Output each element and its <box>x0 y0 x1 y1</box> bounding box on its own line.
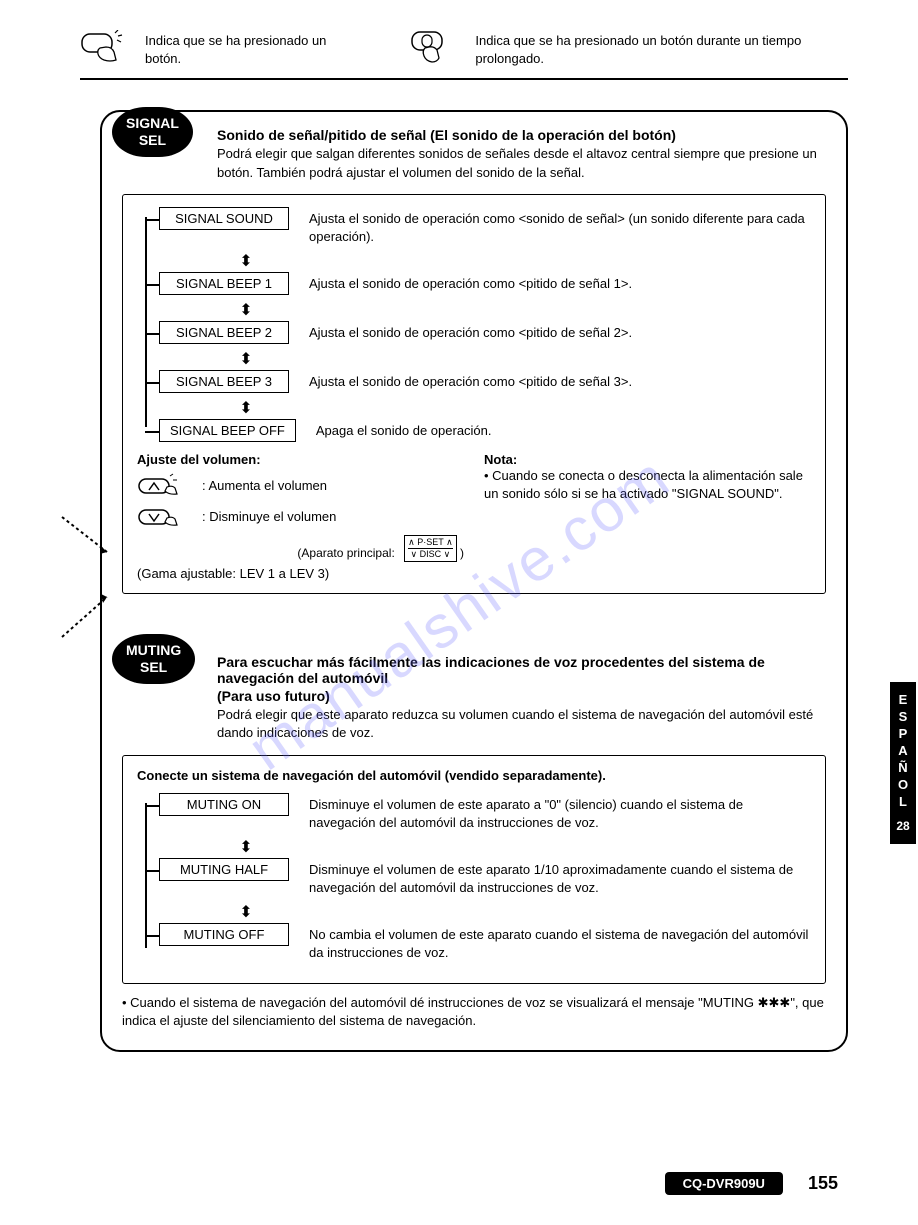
volume-down-text: : Disminuye el volumen <box>202 509 336 524</box>
opt-box: SIGNAL BEEP OFF <box>159 419 296 442</box>
muting-title: Para escuchar más fácilmente las indicac… <box>217 654 826 686</box>
volume-title: Ajuste del volumen: <box>137 452 464 467</box>
header-legend: Indica que se ha presionado un botón. In… <box>80 30 848 68</box>
aparato-label: (Aparato principal: <box>297 546 394 560</box>
muting-desc: Podrá elegir que este aparato reduzca su… <box>217 706 826 742</box>
opt-box: MUTING ON <box>159 793 289 816</box>
volume-section: Ajuste del volumen: : Aumenta el volumen <box>137 452 811 581</box>
opt-desc: Disminuye el volumen de este aparato 1/1… <box>309 858 811 897</box>
pset-top: P·SET <box>417 537 443 547</box>
main-content-box: SIGNAL SEL Sonido de señal/pitido de señ… <box>100 110 848 1052</box>
updown-arrow-icon: ⬍ <box>181 905 311 921</box>
muting-footnote: • Cuando el sistema de navegación del au… <box>122 994 826 1030</box>
opt-desc: Ajusta el sonido de operación como <piti… <box>309 370 632 391</box>
opt-desc: Ajusta el sonido de operación como <soni… <box>309 207 811 246</box>
short-press-legend: Indica que se ha presionado un botón. <box>80 30 350 68</box>
aparato-principal: (Aparato principal: ∧ P·SET ∧ ∨ DISC ∨ ) <box>137 535 464 562</box>
long-press-text: Indica que se ha presionado un botón dur… <box>475 30 848 68</box>
lang-letters: ESPAÑOL <box>894 692 912 810</box>
nota-text: • Cuando se conecta o desconecta la alim… <box>484 467 811 503</box>
volume-up-row: : Aumenta el volumen <box>137 473 464 498</box>
model-badge: CQ-DVR909U <box>665 1172 783 1195</box>
pset-box: ∧ P·SET ∧ ∨ DISC ∨ <box>404 535 457 562</box>
short-press-text: Indica que se ha presionado un botón. <box>145 30 350 68</box>
option-signal-beep-1: SIGNAL BEEP 1 Ajusta el sonido de operac… <box>159 272 811 295</box>
signal-section: SIGNAL SEL Sonido de señal/pitido de señ… <box>102 112 846 614</box>
volume-up-text: : Aumenta el volumen <box>202 478 327 493</box>
button-press-icon <box>80 30 130 65</box>
nota-title: Nota: <box>484 452 811 467</box>
option-signal-beep-off: SIGNAL BEEP OFF Apaga el sonido de opera… <box>159 419 811 442</box>
updown-arrow-icon: ⬍ <box>181 303 311 319</box>
opt-box: SIGNAL BEEP 2 <box>159 321 289 344</box>
updown-arrow-icon: ⬍ <box>181 254 311 270</box>
opt-box: MUTING OFF <box>159 923 289 946</box>
language-tab: ESPAÑOL 28 <box>890 682 916 844</box>
opt-desc: Apaga el sonido de operación. <box>316 419 492 440</box>
option-signal-sound: SIGNAL SOUND Ajusta el sonido de operaci… <box>159 207 811 246</box>
signal-label-2: SEL <box>126 132 179 149</box>
updown-arrow-icon: ⬍ <box>181 352 311 368</box>
updown-arrow-icon: ⬍ <box>181 401 311 417</box>
signal-inner-box: SIGNAL SOUND Ajusta el sonido de operaci… <box>122 194 826 594</box>
volume-down-row: : Disminuye el volumen <box>137 504 464 529</box>
option-signal-beep-2: SIGNAL BEEP 2 Ajusta el sonido de operac… <box>159 321 811 344</box>
muting-section: MUTING SEL Para escuchar más fácilmente … <box>102 639 846 1050</box>
button-hold-icon <box>410 30 460 65</box>
pset-bot: DISC <box>420 549 442 559</box>
opt-desc: No cambia el volumen de este aparato cua… <box>309 923 811 962</box>
muting-connect: Conecte un sistema de navegación del aut… <box>137 768 811 783</box>
signal-options: SIGNAL SOUND Ajusta el sonido de operaci… <box>137 207 811 442</box>
gama-text: (Gama ajustable: LEV 1 a LEV 3) <box>137 566 811 581</box>
option-muting-off: MUTING OFF No cambia el volumen de este … <box>159 923 811 962</box>
option-muting-half: MUTING HALF Disminuye el volumen de este… <box>159 858 811 897</box>
opt-box: SIGNAL SOUND <box>159 207 289 230</box>
opt-desc: Ajusta el sonido de operación como <piti… <box>309 321 632 342</box>
updown-arrow-icon: ⬍ <box>181 840 311 856</box>
volume-up-icon <box>137 473 192 498</box>
opt-box: SIGNAL BEEP 1 <box>159 272 289 295</box>
muting-label-1: MUTING <box>126 642 181 659</box>
opt-box: SIGNAL BEEP 3 <box>159 370 289 393</box>
muting-inner-box: Conecte un sistema de navegación del aut… <box>122 755 826 984</box>
long-press-legend: Indica que se ha presionado un botón dur… <box>410 30 848 68</box>
opt-desc: Ajusta el sonido de operación como <piti… <box>309 272 632 293</box>
option-muting-on: MUTING ON Disminuye el volumen de este a… <box>159 793 811 832</box>
opt-desc: Disminuye el volumen de este aparato a "… <box>309 793 811 832</box>
signal-title: Sonido de señal/pitido de señal (El soni… <box>217 127 826 143</box>
muting-label-2: SEL <box>126 659 181 676</box>
footer: CQ-DVR909U 155 <box>80 1172 848 1195</box>
muting-options: MUTING ON Disminuye el volumen de este a… <box>137 793 811 963</box>
muting-label: MUTING SEL <box>112 634 195 684</box>
signal-label-1: SIGNAL <box>126 115 179 132</box>
signal-label: SIGNAL SEL <box>112 107 193 157</box>
signal-desc: Podrá elegir que salgan diferentes sonid… <box>217 145 826 181</box>
page-number: 155 <box>808 1173 838 1194</box>
opt-box: MUTING HALF <box>159 858 289 881</box>
header-divider <box>80 78 848 80</box>
volume-down-icon <box>137 504 192 529</box>
tab-page: 28 <box>894 819 912 835</box>
muting-subtitle: (Para uso futuro) <box>217 688 826 704</box>
option-signal-beep-3: SIGNAL BEEP 3 Ajusta el sonido de operac… <box>159 370 811 393</box>
